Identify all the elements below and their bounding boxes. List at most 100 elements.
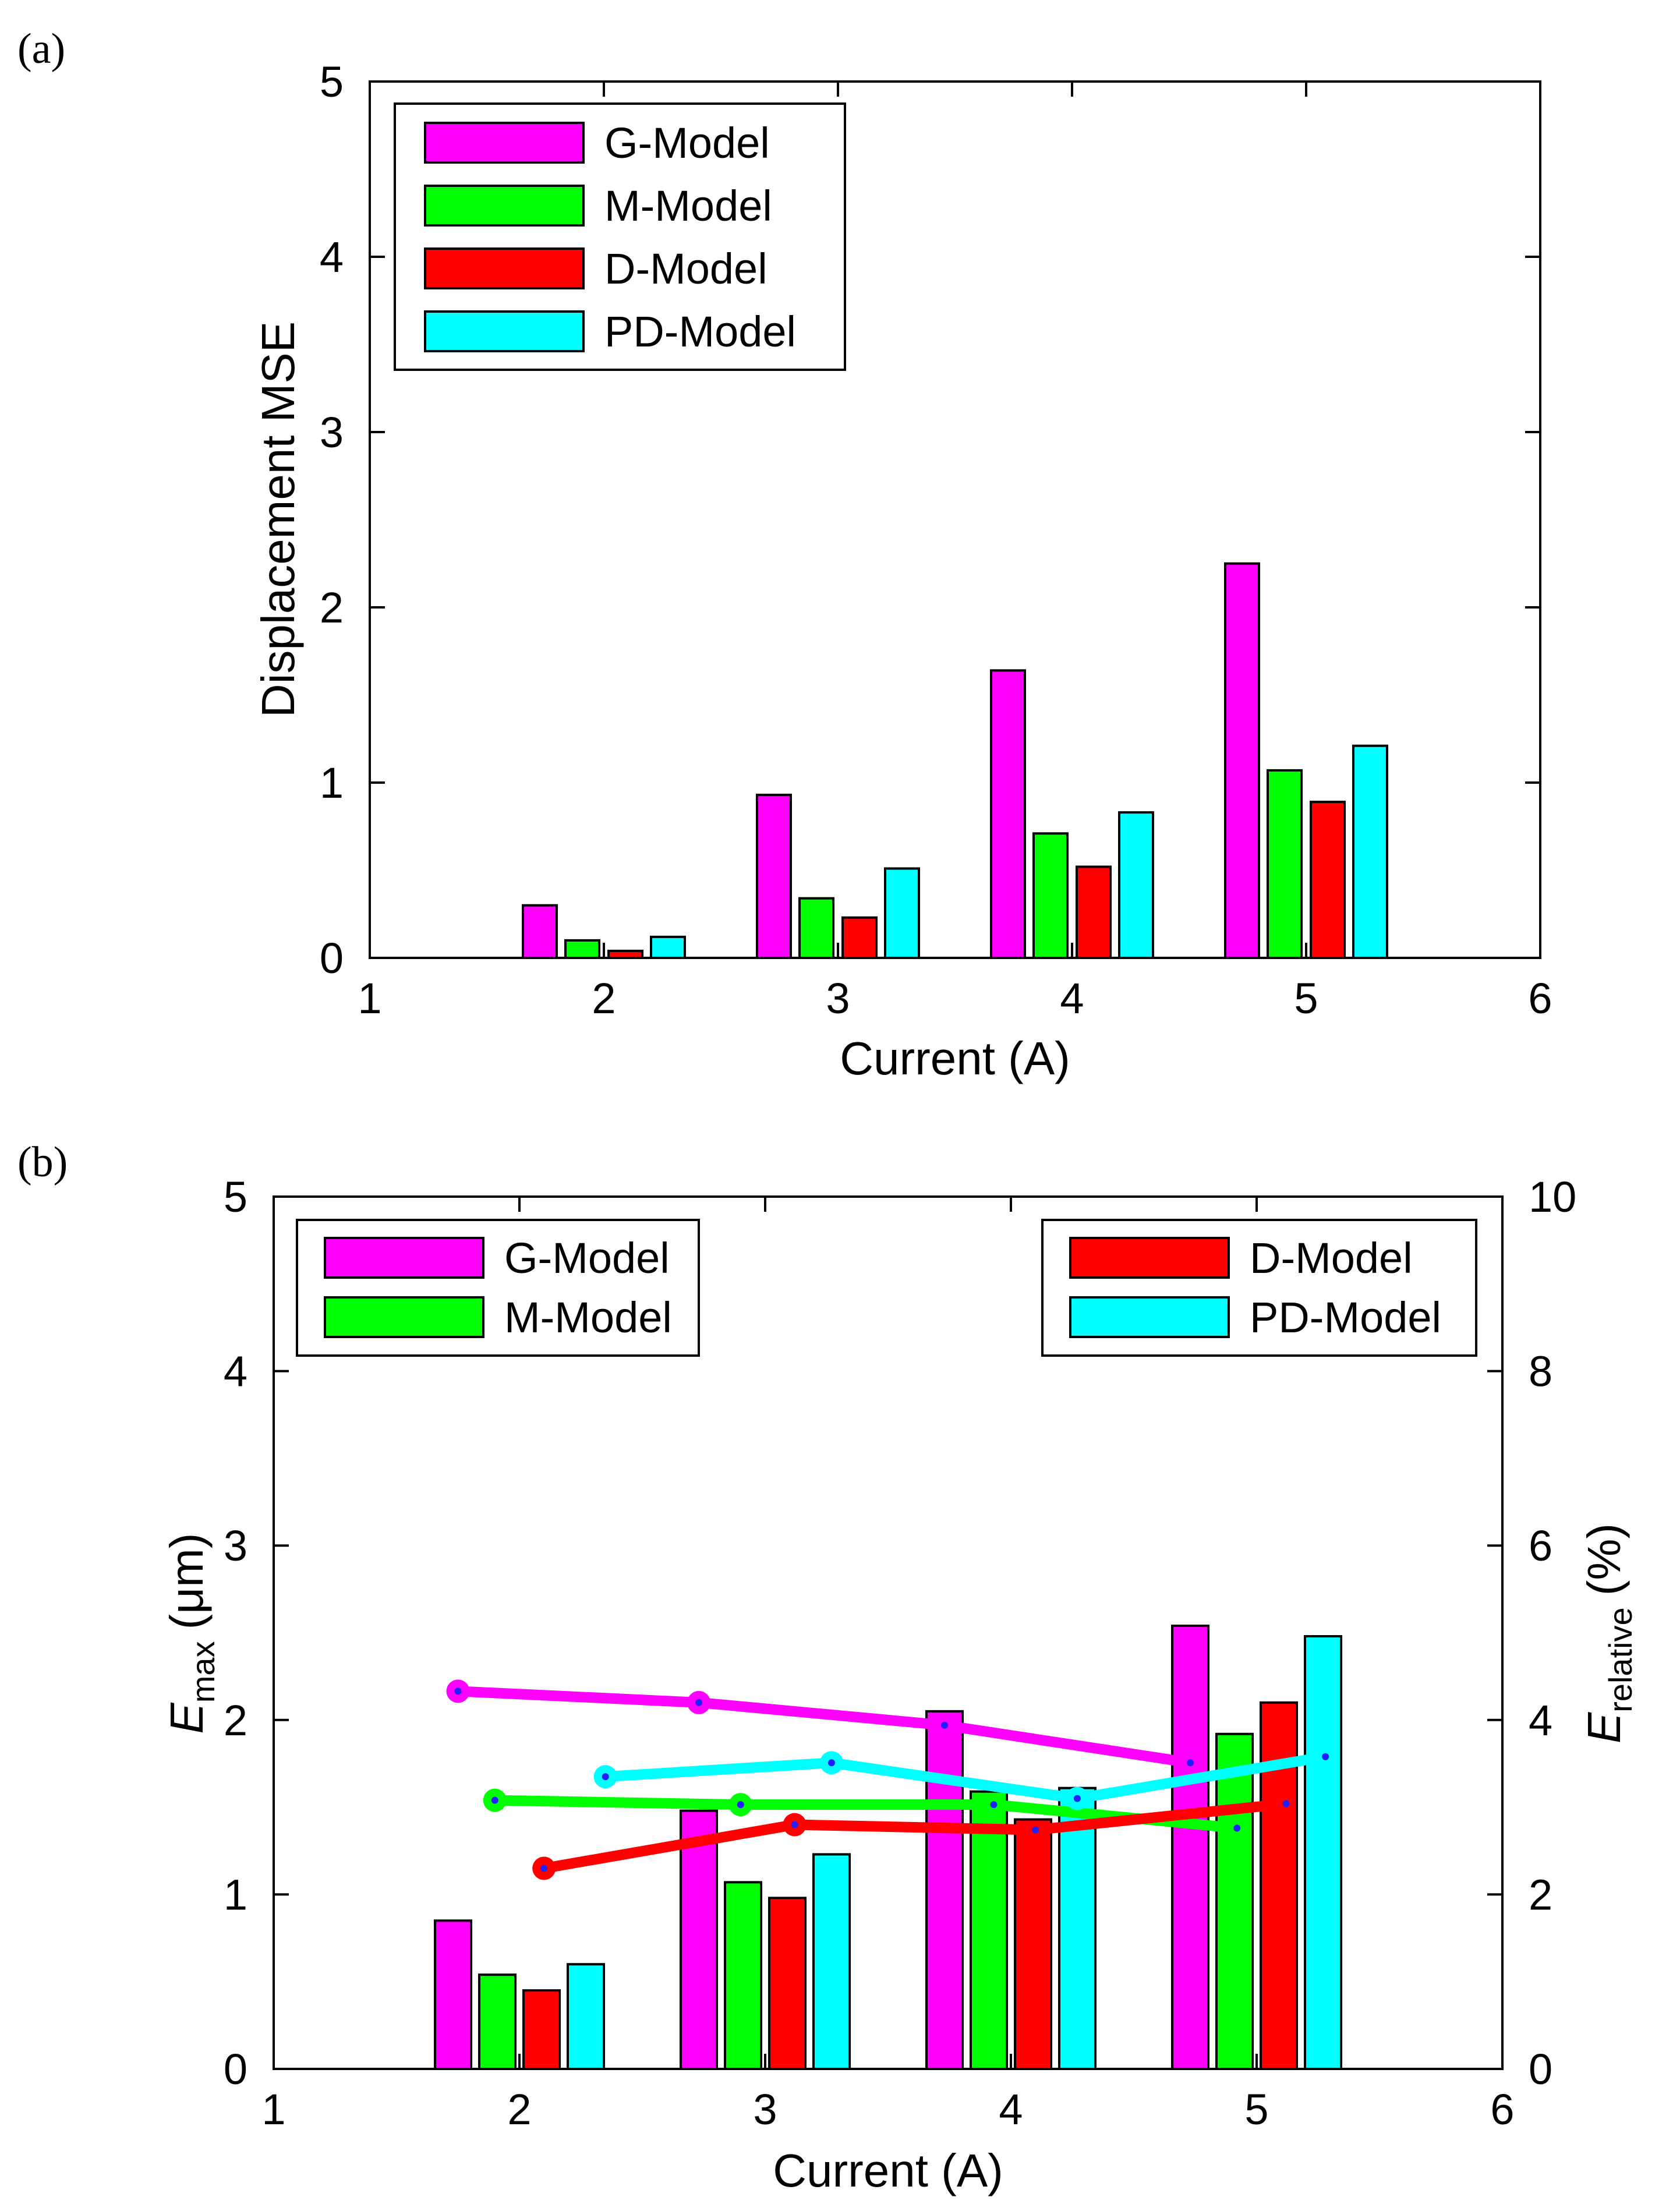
panel-a-legend-swatch-pd-model	[424, 310, 585, 352]
bar-pd-model-3	[812, 1853, 851, 2070]
x-tick-label-6: 6	[1490, 2085, 1514, 2134]
panel-b-plot-frame	[273, 1195, 1504, 2070]
y-tick-label-3: 3	[320, 408, 344, 457]
bar-m-model-3	[724, 1881, 762, 2070]
panel-a-legend-label-m-model: M-Model	[604, 182, 772, 230]
bar-pd-model-3	[884, 867, 920, 959]
line-pd-model-relative	[600, 1751, 1331, 1804]
line-d-model-relative	[539, 1798, 1292, 1874]
bar-d-model-2	[522, 1989, 561, 2070]
point-d-model-2	[1032, 1826, 1039, 1834]
x-tick-label-5: 5	[1294, 974, 1318, 1023]
panel-b-right-y-title-unit: (%)	[1578, 1523, 1630, 1596]
panel-a-legend: G-Model M-Model D-Model PD-Model	[394, 102, 846, 371]
y-tick-label-2: 2	[224, 1696, 247, 1745]
line-g-model-relative	[452, 1686, 1196, 1768]
bar-d-model-3	[841, 916, 878, 960]
panel-b-legend-label-pd-model: PD-Model	[1250, 1293, 1441, 1342]
x-tick-label-1: 1	[261, 2085, 285, 2134]
panel-b-left-y-axis-title: Emax (μm)	[161, 1533, 221, 1734]
right-y-tick-label-0: 0	[1529, 2045, 1552, 2093]
bar-g-model-4	[990, 669, 1026, 959]
y-tick-label-4: 4	[224, 1347, 247, 1396]
panel-b-relative-error-lines	[446, 1679, 1331, 1880]
panel-b-left-y-title-unit: (μm)	[161, 1533, 213, 1629]
bar-d-model-4	[1076, 865, 1112, 959]
bar-g-model-2	[522, 904, 558, 959]
panel-b-right-y-axis-title: Erelative (%)	[1578, 1523, 1639, 1743]
y-tick-label-3: 3	[224, 1522, 247, 1570]
y-tick-label-1: 1	[224, 1870, 247, 1919]
point-pd-model-1	[827, 1759, 835, 1767]
panel-a-legend-label-g-model: G-Model	[604, 119, 770, 167]
y-tick-label-4: 4	[320, 233, 344, 281]
panel-b-legend-swatch-g-model	[324, 1237, 484, 1279]
y-tick-label-5: 5	[320, 58, 344, 106]
point-g-model-0	[454, 1688, 462, 1695]
bar-m-model-2	[564, 939, 600, 960]
bar-g-model-3	[756, 794, 792, 959]
point-m-model-3	[1233, 1824, 1241, 1832]
panel-a-y-axis-title: Displacement MSE	[252, 321, 304, 717]
panel-a-label: (a)	[17, 25, 65, 73]
bar-g-model-2	[434, 1919, 472, 2071]
bar-m-model-5	[1215, 1732, 1254, 2071]
bar-m-model-2	[478, 1973, 517, 2071]
point-g-model-1	[695, 1699, 703, 1706]
right-y-tick-label-10: 10	[1529, 1173, 1576, 1221]
point-m-model-1	[737, 1801, 744, 1809]
bar-g-model-3	[680, 1809, 718, 2071]
panel-a-legend-label-pd-model: PD-Model	[604, 307, 796, 356]
panel-b-legend-swatch-pd-model	[1069, 1296, 1230, 1338]
y-tick-label-0: 0	[320, 934, 344, 982]
bar-pd-model-5	[1352, 744, 1388, 960]
point-m-model-2	[990, 1801, 998, 1809]
x-tick-label-4: 4	[999, 2085, 1023, 2134]
bar-m-model-5	[1267, 769, 1303, 960]
panel-a-plot-frame	[369, 80, 1541, 959]
panel-b-legend-right: D-Model PD-Model	[1041, 1219, 1477, 1357]
panel-a-bars	[522, 562, 1388, 960]
point-m-model-0	[491, 1796, 498, 1804]
bar-m-model-4	[1032, 832, 1069, 960]
panel-b-legend-label-g-model: G-Model	[504, 1234, 670, 1282]
bar-d-model-4	[1014, 1818, 1052, 2071]
panel-a-x-axis-title: Current (A)	[840, 1032, 1070, 1084]
bar-pd-model-2	[650, 935, 686, 960]
panel-b-right-y-title-main: E	[1578, 1711, 1630, 1743]
x-tick-label-4: 4	[1060, 974, 1084, 1023]
x-tick-label-5: 5	[1244, 2085, 1268, 2134]
bar-g-model-5	[1171, 1625, 1209, 2071]
panel-b-left-y-title-sub: max	[185, 1641, 221, 1703]
point-g-model-2	[941, 1721, 949, 1729]
bar-g-model-4	[925, 1710, 964, 2071]
panel-b-legend-swatch-d-model	[1069, 1237, 1230, 1279]
bar-d-model-3	[768, 1897, 807, 2071]
panel-a-legend-label-d-model: D-Model	[604, 245, 768, 293]
right-y-tick-label-8: 8	[1529, 1347, 1552, 1396]
panel-a-legend-swatch-d-model	[424, 247, 585, 289]
x-tick-label-2: 2	[592, 974, 616, 1023]
point-pd-model-3	[1322, 1753, 1329, 1760]
bar-d-model-5	[1310, 801, 1346, 959]
panel-b-x-axis-title: Current (A)	[773, 2145, 1003, 2196]
y-tick-label-5: 5	[224, 1173, 247, 1221]
bar-g-model-5	[1224, 562, 1260, 959]
bar-pd-model-4	[1058, 1787, 1097, 2071]
panel-b-left-y-title-main: E	[161, 1702, 213, 1734]
x-tick-label-2: 2	[507, 2085, 531, 2134]
panel-a-legend-swatch-g-model	[424, 122, 585, 164]
bar-m-model-3	[798, 897, 834, 960]
panel-b-legend-label-m-model: M-Model	[504, 1293, 672, 1342]
panel-b-legend-left: G-Model M-Model	[296, 1219, 700, 1357]
right-y-tick-label-2: 2	[1529, 1870, 1552, 1919]
x-tick-label-6: 6	[1528, 974, 1552, 1023]
point-d-model-3	[1282, 1800, 1290, 1807]
point-d-model-0	[540, 1865, 548, 1872]
panel-a-legend-swatch-m-model	[424, 185, 585, 227]
